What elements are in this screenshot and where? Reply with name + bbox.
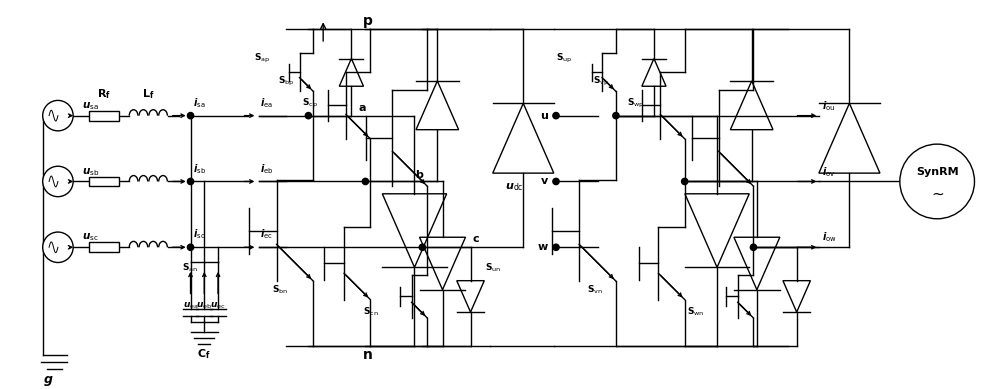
Text: $\boldsymbol{i}_{\mathrm{sb}}$: $\boldsymbol{i}_{\mathrm{sb}}$ [193,162,206,175]
Text: $\mathbf{S}_{\mathrm{cp}}$: $\mathbf{S}_{\mathrm{cp}}$ [302,97,318,110]
Text: $\boldsymbol{u}_{\mathrm{sa}}$: $\boldsymbol{u}_{\mathrm{sa}}$ [82,100,100,112]
Circle shape [305,112,312,119]
Circle shape [750,244,757,251]
Circle shape [43,232,73,263]
Text: $\boldsymbol{u}_{\mathrm{sb}}$: $\boldsymbol{u}_{\mathrm{sb}}$ [82,166,100,177]
Text: $\boldsymbol{i}_{\mathrm{ow}}$: $\boldsymbol{i}_{\mathrm{ow}}$ [822,231,837,244]
Circle shape [900,144,974,219]
Text: $\mathbf{S}_{\mathrm{an}}$: $\mathbf{S}_{\mathrm{an}}$ [182,261,198,273]
Text: $\mathbf{S}_{\mathrm{un}}$: $\mathbf{S}_{\mathrm{un}}$ [485,261,501,273]
Text: $\mathbf{S}_{\mathrm{cn}}$: $\mathbf{S}_{\mathrm{cn}}$ [363,306,378,318]
Text: $\mathbf{S}_{\mathrm{vn}}$: $\mathbf{S}_{\mathrm{vn}}$ [587,284,603,296]
Circle shape [553,112,559,119]
Text: $\mathbf{u}$: $\mathbf{u}$ [540,110,549,121]
Text: $\mathbf{S}_{\mathrm{wn}}$: $\mathbf{S}_{\mathrm{wn}}$ [687,306,704,318]
Text: $\boldsymbol{u}_{\mathrm{dc}}$: $\boldsymbol{u}_{\mathrm{dc}}$ [505,181,524,193]
Text: $\boldsymbol{g}$: $\boldsymbol{g}$ [43,374,54,388]
Circle shape [187,178,194,185]
Text: $\boldsymbol{u}_{\mathrm{ea}}$: $\boldsymbol{u}_{\mathrm{ea}}$ [183,301,198,312]
Text: $\mathbf{C_f}$: $\mathbf{C_f}$ [197,347,211,361]
Text: $\boldsymbol{u}_{\mathrm{eb}}$: $\boldsymbol{u}_{\mathrm{eb}}$ [196,301,212,312]
Text: $\boldsymbol{i}_{\mathrm{eb}}$: $\boldsymbol{i}_{\mathrm{eb}}$ [260,162,274,175]
Text: $\boldsymbol{i}_{\mathrm{sa}}$: $\boldsymbol{i}_{\mathrm{sa}}$ [193,96,206,110]
Text: $\mathbf{n}$: $\mathbf{n}$ [362,348,373,362]
Circle shape [187,112,194,119]
Circle shape [419,244,426,251]
Circle shape [362,178,369,185]
Circle shape [43,166,73,197]
Text: $\boldsymbol{i}_{\mathrm{sc}}$: $\boldsymbol{i}_{\mathrm{sc}}$ [193,228,206,242]
Text: $\mathbf{S}_{\mathrm{ap}}$: $\mathbf{S}_{\mathrm{ap}}$ [254,52,270,65]
Bar [89,242,119,252]
Text: $\mathbf{c}$: $\mathbf{c}$ [472,235,479,244]
Text: $\mathbf{S}_{\mathrm{vp}}$: $\mathbf{S}_{\mathrm{vp}}$ [593,74,609,88]
Text: SynRM: SynRM [916,166,958,177]
Text: $\mathbf{R_f}$: $\mathbf{R_f}$ [97,87,111,101]
Text: $\boldsymbol{i}_{\mathrm{ec}}$: $\boldsymbol{i}_{\mathrm{ec}}$ [260,228,273,242]
Circle shape [43,100,73,131]
Text: $\boldsymbol{i}_{\mathrm{ov}}$: $\boldsymbol{i}_{\mathrm{ov}}$ [822,165,836,179]
Circle shape [682,178,688,185]
Text: $\boldsymbol{u}_{\mathrm{sc}}$: $\boldsymbol{u}_{\mathrm{sc}}$ [82,231,99,244]
Text: $\mathbf{w}$: $\mathbf{w}$ [537,242,549,252]
Circle shape [553,244,559,251]
Text: $\mathbf{S}_{\mathrm{wp}}$: $\mathbf{S}_{\mathrm{wp}}$ [627,97,644,110]
Text: $\mathbf{S}_{\mathrm{bp}}$: $\mathbf{S}_{\mathrm{bp}}$ [278,74,294,88]
Text: $\mathbf{p}$: $\mathbf{p}$ [362,15,373,30]
Text: $\mathbf{L_f}$: $\mathbf{L_f}$ [142,87,155,101]
Circle shape [553,178,559,185]
Text: $\boldsymbol{u}_{\mathrm{ec}}$: $\boldsymbol{u}_{\mathrm{ec}}$ [210,301,226,312]
Circle shape [613,112,619,119]
Text: $\mathbf{S}_{\mathrm{up}}$: $\mathbf{S}_{\mathrm{up}}$ [556,52,573,65]
Circle shape [187,244,194,251]
Text: $\mathbf{S}_{\mathrm{bn}}$: $\mathbf{S}_{\mathrm{bn}}$ [272,284,288,296]
Bar [89,111,119,121]
Bar [89,177,119,186]
Text: $\mathbf{b}$: $\mathbf{b}$ [415,168,424,180]
Text: $\boldsymbol{i}_{\mathrm{ou}}$: $\boldsymbol{i}_{\mathrm{ou}}$ [822,99,836,113]
Text: $\mathbf{a}$: $\mathbf{a}$ [358,103,366,113]
Text: $\mathbf{v}$: $\mathbf{v}$ [540,177,549,186]
Text: $\boldsymbol{i}_{\mathrm{ea}}$: $\boldsymbol{i}_{\mathrm{ea}}$ [260,96,273,110]
Text: $\sim$: $\sim$ [929,186,945,201]
